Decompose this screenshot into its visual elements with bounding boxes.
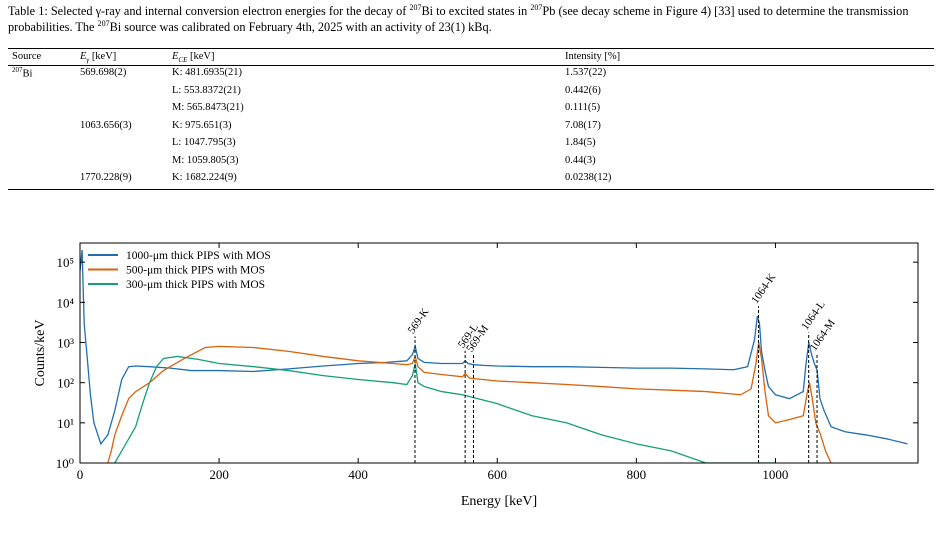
table-cell: 0.44(3) [565,154,596,166]
table: Source Eγ [keV] ECE [keV] Intensity [%] … [0,0,945,200]
header-cell: ECE [keV] [172,51,215,64]
table-cell: 0.111(5) [565,102,601,113]
table-cell: 7.08(17) [565,119,601,131]
caption-sup: 207 [530,2,543,12]
table-cell: M: 1059.805(3) [172,154,239,166]
x-tick-label: 600 [488,467,508,482]
y-tick-label: 10¹ [57,416,74,431]
table-cell: K: 481.6935(21) [172,67,242,78]
table-cell: 0.0238(12) [565,172,612,183]
x-tick-label: 0 [77,467,84,482]
table-cell: M: 565.8473(21) [172,102,244,113]
header-unit: [keV] [91,51,117,62]
annotation-label: 1064-K [749,272,778,306]
table-cell: L: 553.8372(21) [172,84,241,96]
table-cell: 1.537(22) [565,67,607,78]
table-cell: 569.698(2) [80,67,127,78]
header-text: E [172,51,179,62]
y-tick-label: 10⁰ [56,456,74,471]
legend-label: 500-μm thick PIPS with MOS [126,265,265,277]
table-cell: K: 975.651(3) [172,119,232,131]
header-text: E [80,51,87,62]
y-tick-label: 10⁴ [56,295,74,310]
caption-text: Bi source was calibrated on February 4th… [109,20,492,34]
table-cell: 1063.656(3) [80,119,132,131]
source-cell: 207Bi [12,66,32,80]
header-text: Intensity [%] [565,51,621,62]
header-cell: Eγ [keV] [80,51,116,64]
mid-rule [8,65,934,66]
table-cell: 1770.228(9) [80,172,132,183]
y-tick-label: 10³ [57,335,74,350]
y-tick-label: 10² [57,376,74,391]
caption-text: Pb (see decay scheme in Figure 4) [33] u… [8,4,909,34]
table-cell: K: 1682.224(9) [172,172,237,183]
table-caption: Table 1: Selected γ-ray and internal con… [8,3,938,35]
source-text: Bi [22,68,33,80]
y-axis-label: Counts/keV [33,320,48,387]
annotation-label: 569-K [406,306,432,336]
table-cell: L: 1047.795(3) [172,137,236,148]
legend-label: 300-μm thick PIPS with MOS [126,279,265,291]
x-axis-label: Energy [keV] [461,494,537,509]
header-unit: [keV] [190,51,215,62]
legend-label: 1000-μm thick PIPS with MOS [126,250,271,262]
header-cell: Intensity [%] [565,51,620,62]
top-rule [8,48,934,49]
series-line [107,342,832,463]
header-cell: Source [12,51,41,62]
caption-sup: 207 [97,18,110,28]
table-cell: 1.84(5) [565,137,596,148]
header-text: Source [12,51,42,62]
plot-frame [79,242,919,464]
x-tick-label: 200 [209,467,229,482]
bottom-rule [8,189,934,190]
caption-text: Table 1: Selected γ-ray and internal con… [8,4,410,18]
x-tick-label: 400 [348,467,368,482]
x-tick-label: 800 [627,467,647,482]
source-sup: 207 [12,66,23,74]
y-tick-label: 10⁵ [56,255,74,270]
x-tick-label: 1000 [762,467,788,482]
caption-sup: 207 [409,2,422,12]
header-sub: CE [178,56,188,65]
series-line [114,355,776,463]
table-cell: 0.442(6) [565,84,601,96]
caption-text: Bi to excited states in [421,4,531,18]
header-sub: γ [86,56,90,65]
